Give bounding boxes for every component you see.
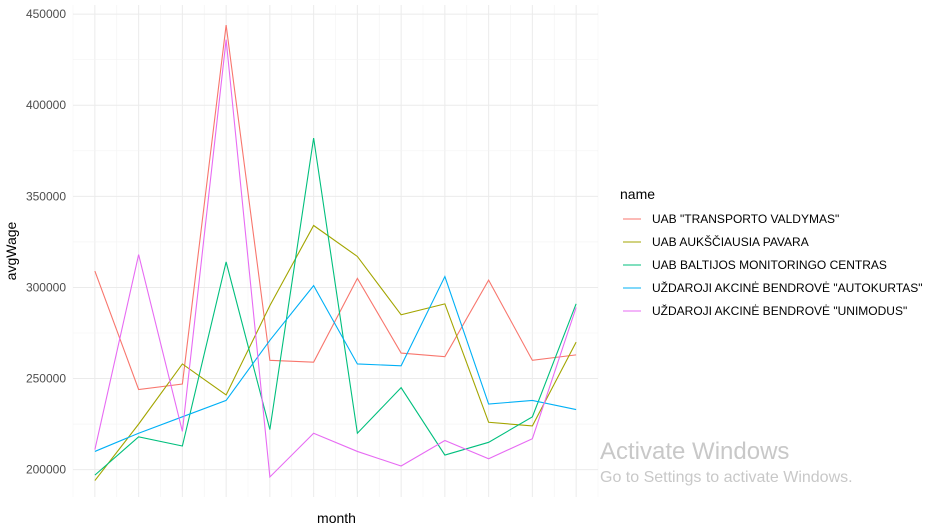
series-line — [94, 224, 577, 481]
series-line — [94, 275, 577, 452]
y-tick-label: 250000 — [26, 372, 66, 386]
legend-label: UŽDAROJI AKCINĖ BENDROVĖ "AUTOKURTAS" — [652, 280, 923, 295]
series-line — [94, 137, 577, 476]
windows-activation-watermark: Activate Windows Go to Settings to activ… — [600, 437, 853, 489]
legend: UAB "TRANSPORTO VALDYMAS" UAB AUKŠČIAUSIA… — [623, 212, 923, 318]
watermark-title: Activate Windows — [600, 438, 790, 465]
y-tick-label: 350000 — [26, 189, 66, 203]
legend-label: UŽDAROJI AKCINĖ BENDROVĖ "UNIMODUS" — [652, 303, 907, 318]
legend-label: UAB BALTIJOS MONITORINGO CENTRAS — [652, 258, 887, 272]
y-tick-label: 300000 — [26, 280, 66, 294]
y-axis-title: avgWage — [3, 221, 19, 280]
y-tick-label: 400000 — [26, 98, 66, 112]
y-axis-ticks: 200000 250000 300000 350000 400000 450000 — [26, 7, 66, 477]
series-line — [94, 39, 577, 479]
watermark-subtitle: Go to Settings to activate Windows. — [600, 469, 853, 486]
legend-label: UAB "TRANSPORTO VALDYMAS" — [652, 212, 839, 226]
y-tick-label: 450000 — [26, 7, 66, 21]
series-line — [94, 24, 577, 391]
x-axis-title: month — [317, 510, 356, 526]
series-lines — [94, 24, 577, 481]
y-tick-label: 200000 — [26, 463, 66, 477]
grid-lines — [72, 5, 599, 497]
legend-label: UAB AUKŠČIAUSIA PAVARA — [652, 234, 809, 249]
legend-title: name — [620, 186, 655, 202]
